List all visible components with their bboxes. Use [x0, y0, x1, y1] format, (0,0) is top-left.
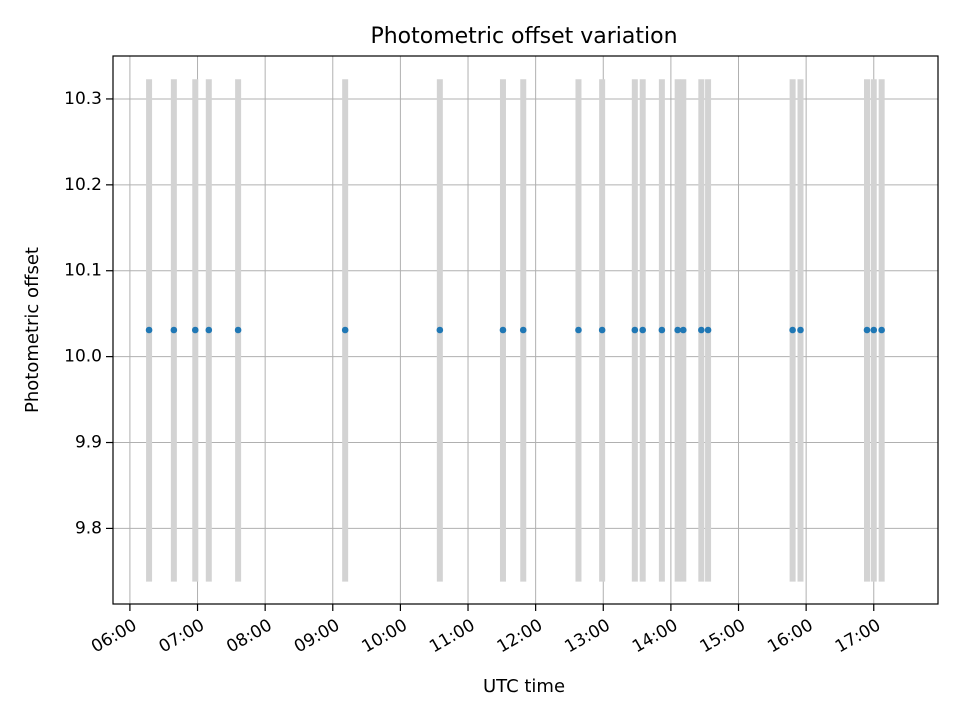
data-point: [870, 326, 878, 334]
data-point: [519, 326, 527, 334]
y-tick-label: 10.0: [64, 347, 102, 367]
y-axis-label: Photometric offset: [22, 247, 43, 413]
data-points: [145, 326, 885, 334]
data-point: [170, 326, 178, 334]
data-point: [878, 326, 885, 334]
y-tick-label: 9.8: [75, 518, 102, 538]
data-point: [704, 326, 712, 334]
data-point: [205, 326, 213, 334]
data-point: [658, 326, 666, 334]
data-point: [789, 326, 796, 334]
data-point: [234, 326, 242, 334]
data-point: [631, 326, 639, 334]
data-point: [639, 326, 647, 334]
data-point: [698, 326, 705, 334]
y-tick-label: 10.2: [64, 175, 102, 195]
x-axis-label: UTC time: [483, 676, 565, 697]
data-point: [499, 326, 507, 334]
y-tick-label: 10.1: [64, 261, 102, 281]
data-point: [674, 326, 681, 334]
y-tick-label: 9.9: [75, 433, 102, 453]
data-point: [575, 326, 582, 334]
data-point: [191, 326, 199, 334]
data-point: [797, 326, 804, 334]
data-point: [863, 326, 871, 334]
data-point: [145, 326, 153, 334]
y-tick-label: 10.3: [64, 89, 102, 109]
data-point: [679, 326, 687, 334]
y-axis: 9.8 9.9 10.0 10.1 10.2 10.3: [64, 89, 113, 538]
chart-title: Photometric offset variation: [370, 24, 677, 49]
plot-frame: [112, 55, 939, 605]
data-point: [598, 326, 606, 334]
data-point: [341, 326, 349, 334]
data-point: [436, 326, 444, 334]
